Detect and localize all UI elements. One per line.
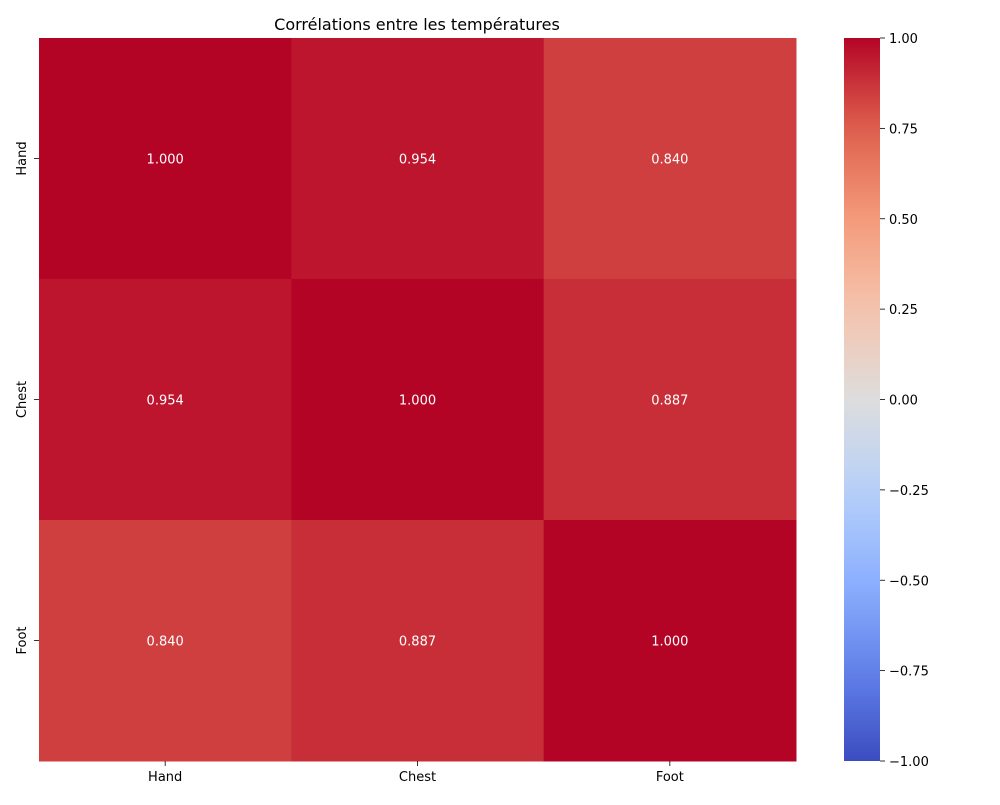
cell-value-label: 0.954 — [399, 153, 436, 168]
colorbar-tick-label: −1.00 — [889, 755, 929, 770]
colorbar-gradient — [844, 38, 880, 761]
cell-value-label: 1.000 — [147, 153, 184, 168]
colorbar-tick-label: 0.50 — [889, 213, 918, 228]
x-tick-label: Hand — [148, 770, 182, 785]
cell-value-label: 0.954 — [147, 394, 184, 409]
colorbar-tick-label: 0.00 — [889, 394, 918, 409]
colorbar-tick-label: 0.25 — [889, 303, 918, 318]
colorbar-ticks: 1.00 0.75 0.50 0.25 0.00 −0.25 −0.50 −0.75 −1.00 — [880, 32, 929, 770]
x-tick-label: Foot — [656, 770, 684, 785]
cell-value-label: 1.000 — [399, 394, 436, 409]
cell-value-label: 0.887 — [399, 635, 436, 650]
colorbar: 1.00 0.75 0.50 0.25 0.00 −0.25 −0.50 −0.75 −1.00 — [844, 32, 929, 770]
cell-value-label: 0.840 — [651, 153, 688, 168]
heatmap-cell — [543, 38, 797, 280]
heatmap-cell — [543, 520, 797, 762]
y-tick-label: Foot — [15, 626, 30, 654]
y-tick-label: Chest — [15, 381, 30, 418]
colorbar-tick-label: −0.75 — [889, 665, 929, 680]
y-axis: Hand Chest Foot — [15, 141, 39, 655]
colorbar-tick-label: 0.75 — [889, 122, 918, 137]
x-tick-label: Chest — [399, 770, 436, 785]
x-axis: Hand Chest Foot — [148, 761, 684, 785]
heatmap-cell — [39, 520, 292, 762]
heatmap-cell — [39, 38, 292, 280]
colorbar-tick-label: −0.25 — [889, 484, 929, 499]
heatmap-cell — [39, 279, 292, 521]
cell-value-label: 1.000 — [651, 635, 688, 650]
y-tick-label: Hand — [15, 141, 30, 175]
heatmap-cells: 1.000 0.954 0.840 0.954 1.000 0.887 0.840 0.887… — [39, 38, 797, 762]
heatmap-cell — [291, 520, 545, 762]
colorbar-tick-label: −0.50 — [889, 574, 929, 589]
chart-title: Corrélations entre les températures — [274, 15, 560, 34]
heatmap-cell — [543, 279, 797, 521]
cell-value-label: 0.840 — [147, 635, 184, 650]
colorbar-tick-label: 1.00 — [889, 32, 918, 47]
heatmap-cell — [291, 38, 545, 280]
cell-value-label: 0.887 — [651, 394, 688, 409]
heatmap-cell — [291, 279, 545, 521]
